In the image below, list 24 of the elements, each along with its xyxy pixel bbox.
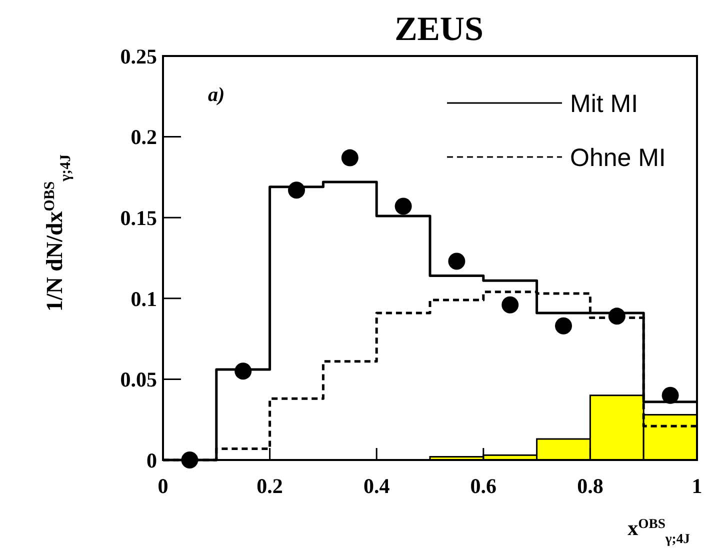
point: [502, 296, 519, 314]
y-tick-label: 0.2: [130, 125, 157, 150]
annotation: a): [208, 84, 225, 106]
legend-label: Mit MI: [570, 90, 638, 118]
point: [608, 308, 626, 325]
y-tick-label: 0.25: [120, 44, 157, 68]
point: [288, 182, 305, 199]
chart-title: ZEUS: [394, 11, 484, 48]
point: [448, 252, 466, 270]
x-tick-label: 1: [692, 474, 702, 498]
point: [662, 386, 679, 404]
point: [341, 149, 358, 166]
x-tick-label: 0.6: [470, 474, 497, 498]
y-tick-label: 0.05: [120, 368, 157, 392]
y-tick-label: 0.15: [120, 206, 157, 230]
y-tick-label: 0: [146, 448, 157, 472]
x-tick-label: 0.2: [256, 474, 283, 498]
y-tick-label: 0.1: [130, 286, 157, 311]
x-tick-label: 0.4: [363, 474, 390, 498]
legend-label: Ohne MI: [570, 144, 666, 172]
point: [234, 362, 252, 380]
point: [555, 317, 572, 334]
x-tick-label: 0.8: [577, 474, 604, 498]
point: [394, 198, 412, 215]
